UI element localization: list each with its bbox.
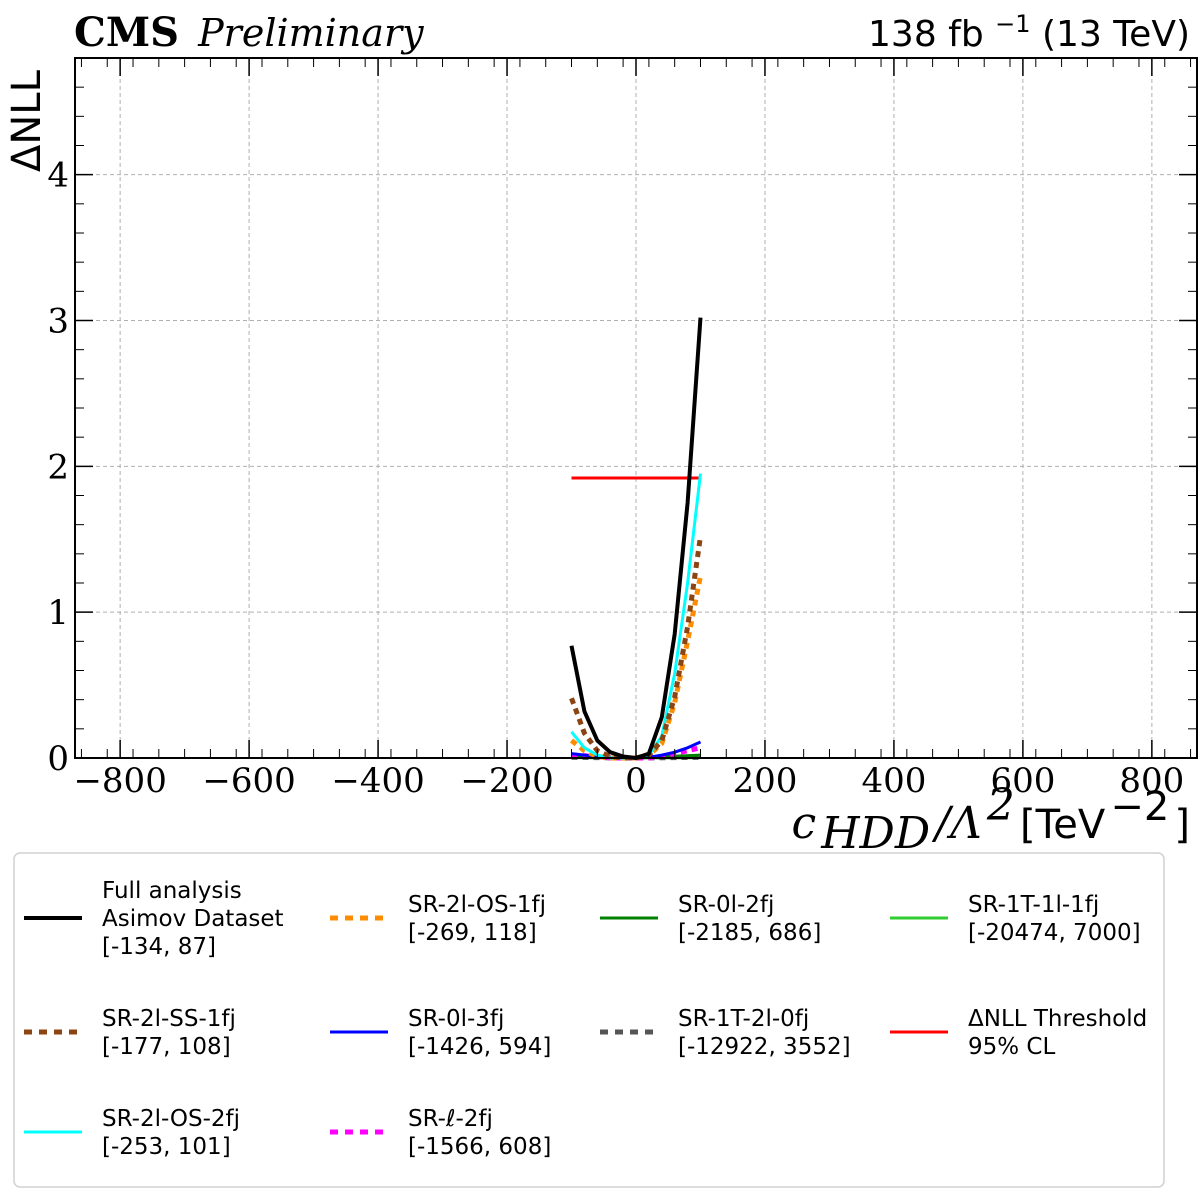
y-tick-label: 3 (47, 302, 69, 342)
legend-label-0: Asimov Dataset (102, 906, 284, 932)
legend-box (13, 852, 1165, 1188)
lumi-label: 138 fb −1 (13 TeV) (868, 0, 1190, 55)
legend-label-2: [-253, 101] (102, 1134, 231, 1160)
x-title-unit-power: −2 (1110, 784, 1169, 830)
x-title-lambda: /Λ (931, 798, 982, 849)
legend-label-9: ΔNLL Threshold (968, 1006, 1147, 1032)
lumi-exponent: −1 (995, 10, 1030, 38)
x-tick-label: 0 (625, 761, 647, 801)
x-tick-label: 600 (990, 761, 1055, 801)
y-tick-label: 1 (47, 593, 69, 633)
y-tick-label: 4 (47, 156, 69, 196)
y-tick-label: 0 (47, 739, 69, 779)
legend-label-6: SR-0l-2fj (678, 892, 774, 918)
legend-label-0: Full analysis (102, 878, 242, 904)
legend-label-1: SR-2l-SS-1fj (102, 1006, 236, 1032)
legend-label-6: [-2185, 686] (678, 920, 821, 946)
y-tick-label: 2 (47, 447, 69, 487)
legend-label-0: [-134, 87] (102, 934, 216, 960)
x-title-subscript: HDD (820, 808, 930, 859)
x-axis-title: c HDD /Λ 2 [TeV −2 ] (791, 780, 1190, 859)
x-title-power: 2 (986, 780, 1015, 831)
x-tick-label: −400 (331, 761, 424, 801)
legend-label-8: SR-1T-1l-1fj (968, 892, 1099, 918)
experiment-name: CMS (74, 9, 179, 56)
y-tick-labels: 0 1 2 3 4 (47, 156, 69, 779)
status-label: Preliminary (197, 11, 424, 55)
grid (75, 58, 1197, 758)
legend-label-7: SR-1T-2l-0fj (678, 1006, 809, 1032)
x-tick-label: −800 (73, 761, 166, 801)
legend-label-7: [-12922, 3552] (678, 1034, 851, 1060)
chart-experiment-label: CMS Preliminary (74, 9, 424, 56)
legend-label-9: 95% CL (968, 1034, 1055, 1060)
x-tick-labels: −800 −600 −400 −200 0 200 400 600 800 (73, 761, 1184, 801)
x-tick-label: −200 (460, 761, 553, 801)
legend-label-2: SR-2l-OS-2fj (102, 1106, 240, 1132)
y-axis-title: ΔNLL (4, 69, 50, 172)
legend-label-3: SR-2l-OS-1fj (408, 892, 546, 918)
legend-label-4: [-1426, 594] (408, 1034, 551, 1060)
x-tick-label: 800 (1119, 761, 1184, 801)
energy-label: (13 TeV) (1042, 14, 1190, 55)
legend-label-8: [-20474, 7000] (968, 920, 1141, 946)
axis-ticks (75, 58, 1197, 759)
x-title-symbol: c (791, 798, 816, 849)
legend-label-4: SR-0l-3fj (408, 1006, 504, 1032)
x-tick-label: 400 (861, 761, 926, 801)
lumi-value: 138 fb (868, 14, 984, 55)
legend-label-5: [-1566, 608] (408, 1134, 551, 1160)
x-title-close: ] (1174, 802, 1190, 848)
legend-label-5: SR-ℓ-2fj (408, 1106, 493, 1132)
x-title-unit: [TeV (1020, 802, 1106, 848)
x-tick-label: −600 (202, 761, 295, 801)
legend-label-3: [-269, 118] (408, 920, 537, 946)
x-tick-label: 200 (733, 761, 798, 801)
legend-label-1: [-177, 108] (102, 1034, 231, 1060)
